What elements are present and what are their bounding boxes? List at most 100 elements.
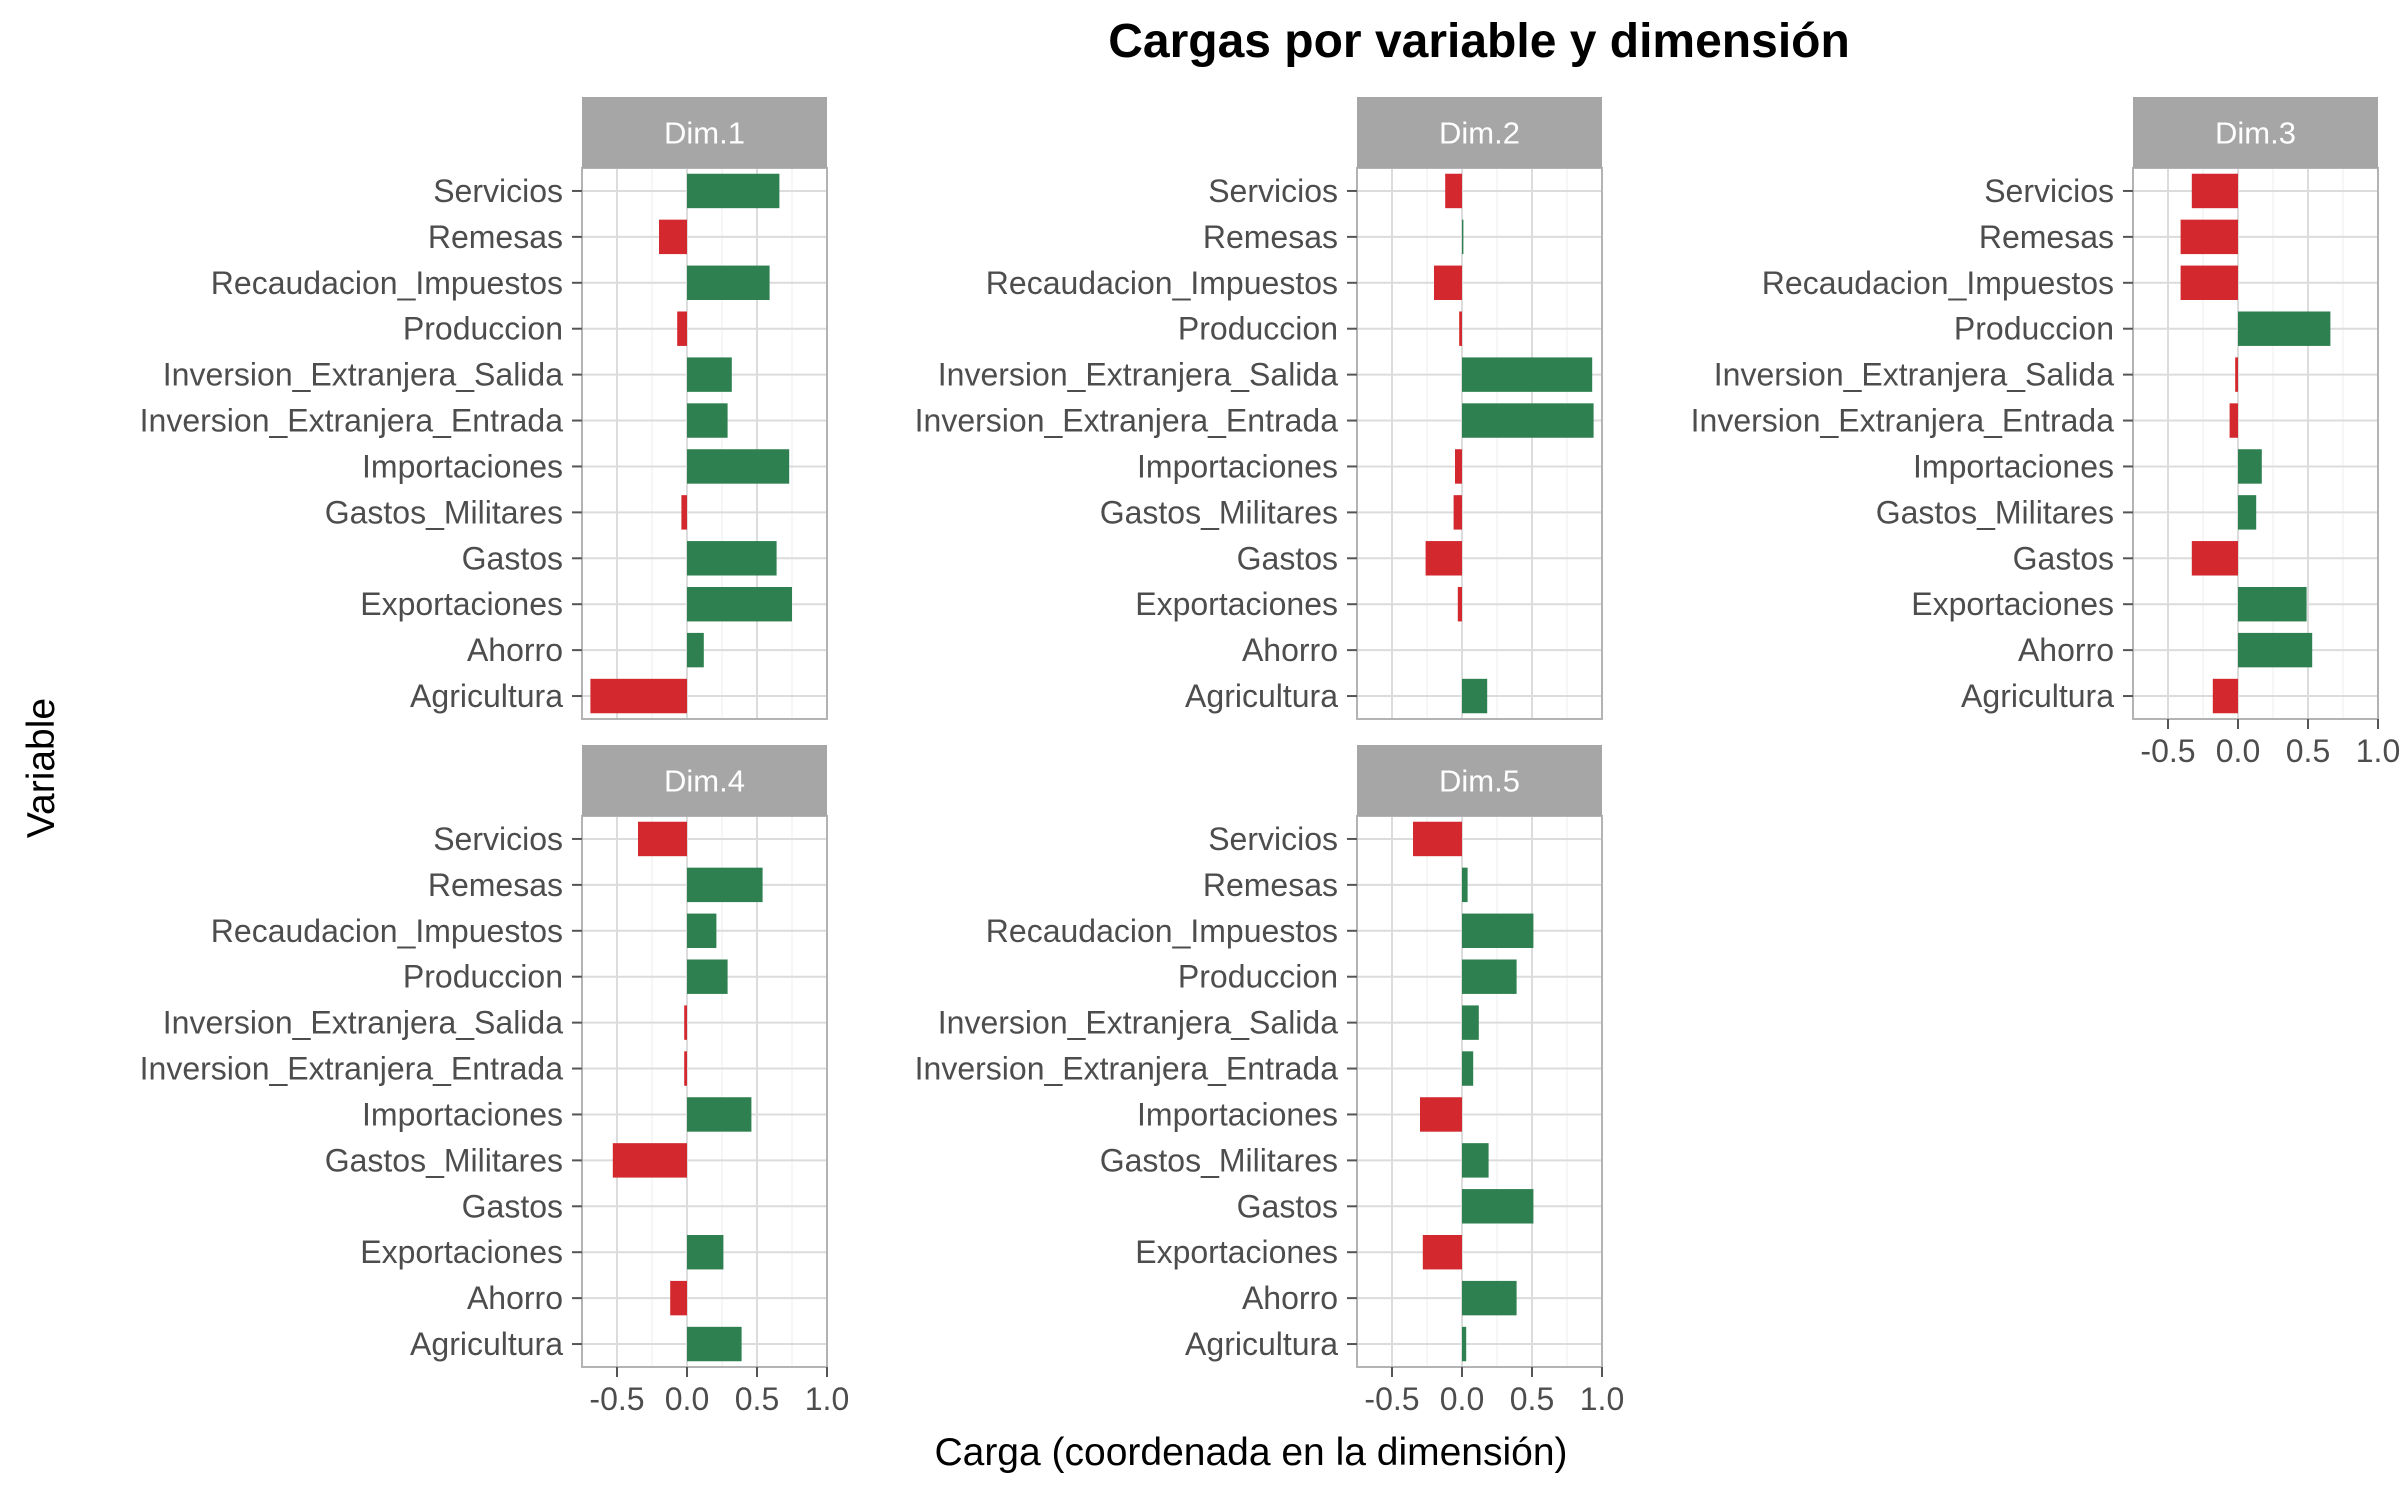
- bar-dim-1-inversion-extranjera-entrada: [687, 403, 728, 438]
- bar-dim-5-gastos: [1462, 1189, 1534, 1224]
- panel-background: [1357, 168, 1602, 719]
- facet-strip-label: Dim.1: [664, 116, 745, 151]
- facet-strip: [582, 97, 827, 168]
- x-tick-label: 0.0: [1440, 1381, 1484, 1417]
- x-tick-label: -0.5: [2140, 733, 2195, 769]
- bar-dim-4-importaciones: [687, 1097, 752, 1132]
- panel-background: [2133, 168, 2378, 719]
- x-tick-label: 1.0: [805, 1381, 849, 1417]
- y-tick-label: Ahorro: [467, 1280, 563, 1316]
- y-tick-label: Recaudacion_Impuestos: [211, 265, 563, 301]
- bar-dim-1-inversion-extranjera-salida: [687, 357, 732, 392]
- facet-strip: [2133, 97, 2378, 168]
- bar-dim-2-remesas: [1462, 219, 1464, 255]
- y-tick-label: Produccion: [403, 311, 563, 347]
- y-tick-label: Inversion_Extranjera_Salida: [938, 1005, 1338, 1041]
- y-tick-label: Inversion_Extranjera_Salida: [163, 1005, 563, 1041]
- facet-strip: [582, 745, 827, 816]
- bar-dim-5-remesas: [1462, 867, 1468, 903]
- x-tick-label: -0.5: [589, 1381, 644, 1417]
- y-tick-label: Agricultura: [1961, 678, 2114, 714]
- y-tick-label: Servicios: [433, 173, 563, 209]
- y-tick-label: Produccion: [403, 959, 563, 995]
- y-tick-label: Agricultura: [410, 678, 563, 714]
- y-tick-label: Remesas: [1203, 867, 1338, 903]
- y-tick-label: Gastos_Militares: [1876, 494, 2114, 530]
- bar-dim-1-servicios: [687, 173, 780, 209]
- bar-dim-1-gastos-militares: [681, 495, 687, 530]
- y-tick-label: Importaciones: [1137, 1096, 1338, 1132]
- y-tick-label: Gastos: [1237, 1188, 1338, 1224]
- y-tick-label: Gastos: [462, 540, 563, 576]
- bar-dim-5-gastos-militares: [1462, 1143, 1489, 1178]
- y-tick-label: Gastos: [462, 1188, 563, 1224]
- x-tick-label: 0.0: [665, 1381, 709, 1417]
- y-tick-label: Importaciones: [362, 448, 563, 484]
- bar-dim-3-gastos-militares: [2238, 495, 2257, 530]
- facet-strip-label: Dim.4: [664, 764, 745, 799]
- y-tick-label: Agricultura: [1185, 678, 1338, 714]
- y-tick-label: Remesas: [428, 867, 563, 903]
- facet-strip-label: Dim.2: [1439, 116, 1520, 151]
- bar-dim-3-recaudacion-impuestos: [2180, 265, 2238, 301]
- bar-dim-4-inversion-extranjera-salida: [684, 1005, 687, 1040]
- bar-dim-2-importaciones: [1455, 449, 1462, 484]
- bar-dim-2-agricultura: [1462, 678, 1488, 714]
- chart-title: Cargas por variable y dimensión: [1108, 15, 1850, 68]
- y-tick-label: Servicios: [1208, 821, 1338, 857]
- bar-dim-1-produccion: [677, 311, 687, 346]
- panel-background: [1357, 816, 1602, 1367]
- bar-dim-2-recaudacion-impuestos: [1434, 265, 1462, 301]
- bar-dim-5-recaudacion-impuestos: [1462, 913, 1534, 949]
- bar-dim-2-gastos: [1425, 541, 1462, 576]
- y-tick-label: Produccion: [1178, 311, 1338, 347]
- y-tick-label: Inversion_Extranjera_Entrada: [140, 1051, 564, 1087]
- bar-dim-1-ahorro: [687, 632, 704, 668]
- y-tick-label: Ahorro: [1242, 1280, 1338, 1316]
- bar-dim-4-inversion-extranjera-entrada: [684, 1051, 687, 1086]
- bar-dim-3-servicios: [2191, 173, 2238, 209]
- bar-dim-5-servicios: [1413, 821, 1462, 857]
- y-tick-label: Inversion_Extranjera_Entrada: [1691, 403, 2115, 439]
- bar-dim-4-remesas: [687, 867, 763, 903]
- y-tick-label: Importaciones: [1913, 448, 2114, 484]
- bar-dim-5-inversion-extranjera-entrada: [1462, 1051, 1474, 1086]
- y-tick-label: Inversion_Extranjera_Entrada: [140, 403, 564, 439]
- bar-dim-4-ahorro: [670, 1280, 687, 1316]
- y-tick-label: Remesas: [428, 219, 563, 255]
- x-tick-label: 1.0: [1580, 1381, 1624, 1417]
- bar-dim-4-recaudacion-impuestos: [687, 913, 717, 949]
- bar-dim-4-agricultura: [687, 1326, 742, 1362]
- bar-dim-4-gastos-militares: [612, 1143, 687, 1178]
- y-axis-label: Variable: [20, 698, 63, 838]
- y-tick-label: Remesas: [1979, 219, 2114, 255]
- y-tick-label: Servicios: [433, 821, 563, 857]
- bar-dim-3-importaciones: [2238, 449, 2262, 484]
- y-tick-label: Produccion: [1178, 959, 1338, 995]
- bar-dim-4-servicios: [638, 821, 687, 857]
- bar-dim-1-remesas: [659, 219, 687, 255]
- bar-dim-2-inversion-extranjera-entrada: [1462, 403, 1594, 438]
- y-tick-label: Gastos: [1237, 540, 1338, 576]
- y-tick-label: Recaudacion_Impuestos: [986, 913, 1338, 949]
- facet-strip: [1357, 97, 1602, 168]
- y-tick-label: Inversion_Extranjera_Salida: [1714, 357, 2114, 393]
- bar-dim-5-exportaciones: [1422, 1234, 1462, 1270]
- x-tick-label: 1.0: [2356, 733, 2400, 769]
- y-tick-label: Gastos_Militares: [325, 494, 563, 530]
- y-tick-label: Gastos_Militares: [1100, 1142, 1338, 1178]
- bar-dim-1-agricultura: [590, 678, 687, 714]
- y-tick-label: Agricultura: [1185, 1326, 1338, 1362]
- y-tick-label: Ahorro: [1242, 632, 1338, 668]
- bar-dim-3-inversion-extranjera-entrada: [2229, 403, 2238, 438]
- bar-dim-3-gastos: [2191, 541, 2238, 576]
- y-tick-label: Importaciones: [1137, 448, 1338, 484]
- bar-dim-2-produccion: [1459, 311, 1462, 346]
- y-tick-label: Exportaciones: [360, 586, 563, 622]
- y-tick-label: Gastos: [2013, 540, 2114, 576]
- y-tick-label: Produccion: [1954, 311, 2114, 347]
- bar-dim-1-gastos: [687, 541, 777, 576]
- x-tick-label: 0.0: [2216, 733, 2260, 769]
- bar-dim-3-inversion-extranjera-salida: [2235, 357, 2238, 392]
